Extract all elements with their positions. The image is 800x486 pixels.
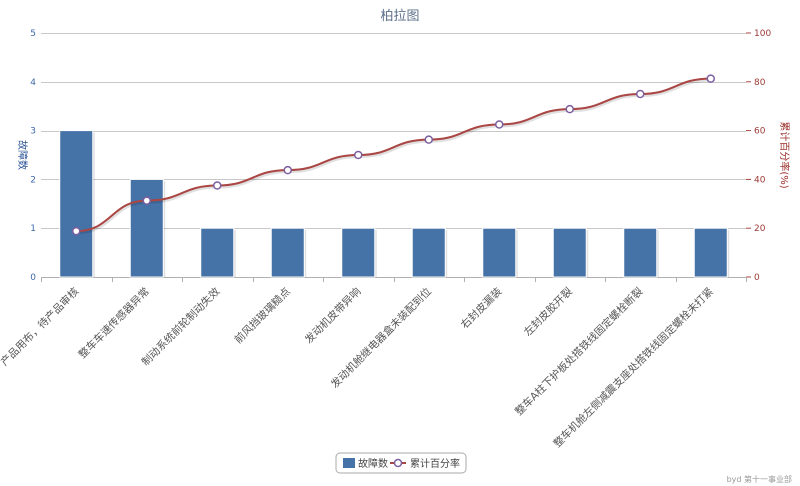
bar-series [59,130,730,278]
bar [270,227,305,278]
y-tick-label: 3 [30,127,36,137]
line-point [213,181,222,190]
credit-text: byd 第十一事业部 [727,474,792,484]
line-point [495,120,504,129]
line-shadow [77,77,712,235]
y-tick-label: 0 [30,273,36,283]
y2-tick-label: 100 [754,29,771,39]
line-point [424,135,433,144]
legend-line-label[interactable]: 累计百分率 [410,457,460,470]
bar [623,227,658,278]
line-point [354,150,363,160]
y2-tick-label: 60 [754,127,766,137]
bar [59,130,94,278]
legend[interactable]: 故障数 累计百分率 [335,452,467,474]
y-tick-label: 4 [30,78,36,88]
line-point [142,196,151,205]
y2-tick-label: 0 [754,273,760,283]
bar [200,227,235,278]
line-series [72,74,715,236]
y2-tick-label: 80 [754,78,766,88]
legend-bar-label[interactable]: 故障数 [358,457,388,470]
bar [482,227,517,278]
bar [341,227,376,278]
line-point [636,89,645,99]
bar [693,227,728,278]
line-point [706,74,715,83]
line-point [283,165,292,175]
left-axis-ticks: 0 1 2 3 4 5 [30,29,36,283]
category-ticks [41,277,747,282]
legend-line-marker [393,458,403,468]
y-axis-label: 故障数 [16,140,29,170]
bar [129,178,164,278]
legend-bar-swatch [343,458,355,468]
y-tick-label: 2 [30,175,36,185]
y2-tick-label: 40 [754,175,766,185]
right-axis-ticks: 0 20 40 60 80 100 [746,29,771,283]
chart-title: 柏拉图 [380,9,419,24]
y-tick-label: 5 [30,29,36,39]
y-tick-label: 1 [30,224,36,234]
y2-tick-label: 20 [754,224,766,234]
bar [411,227,446,278]
cumulative-line [76,77,711,233]
line-point [72,226,81,236]
y2-axis-label: 累计百分率(%) [778,121,791,188]
bar [552,227,587,278]
line-point [565,104,574,114]
